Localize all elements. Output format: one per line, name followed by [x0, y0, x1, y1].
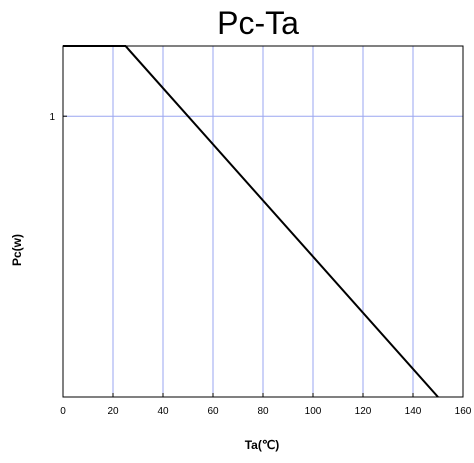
- x-tick-label: 80: [257, 406, 269, 417]
- derating-curve-line: [63, 45, 439, 398]
- plot-area: 0 20 40 60 80 100 120 140 160 1: [49, 45, 472, 417]
- x-tick-label: 140: [405, 406, 422, 417]
- x-axis-label: Ta(℃): [245, 438, 280, 452]
- x-tick-label: 120: [355, 406, 372, 417]
- x-tick-label: 160: [455, 406, 472, 417]
- x-tick-label: 20: [107, 406, 119, 417]
- x-tick-label: 0: [60, 406, 66, 417]
- y-axis-label: Pc(w): [10, 234, 24, 266]
- x-tick-label: 100: [305, 406, 322, 417]
- x-tick-label: 40: [157, 406, 169, 417]
- chart-title: Pc-Ta: [217, 5, 299, 41]
- x-tick-label: 60: [207, 406, 219, 417]
- y-tick-label: 1: [49, 112, 55, 123]
